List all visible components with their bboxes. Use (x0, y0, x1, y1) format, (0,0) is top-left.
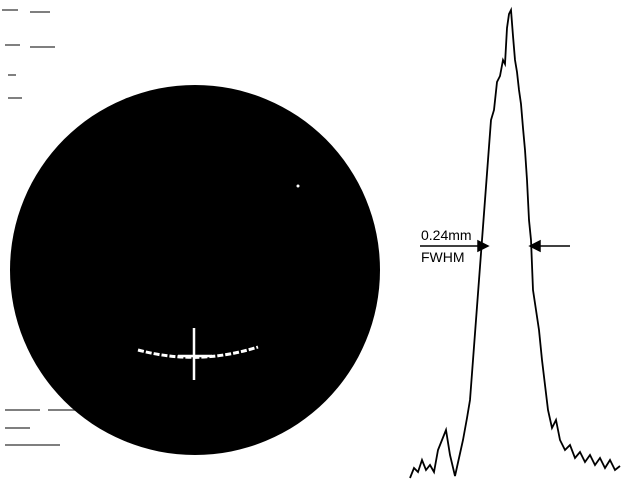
image-cross (178, 328, 212, 380)
profile-curve (409, 6, 621, 479)
margin-marks (2, 9, 90, 446)
fwhm-arrows (420, 239, 570, 253)
detector-image (10, 85, 380, 455)
fwhm-label: FWHM (421, 249, 465, 265)
fwhm-value: 0.24mm (421, 227, 472, 243)
speck (296, 184, 300, 188)
